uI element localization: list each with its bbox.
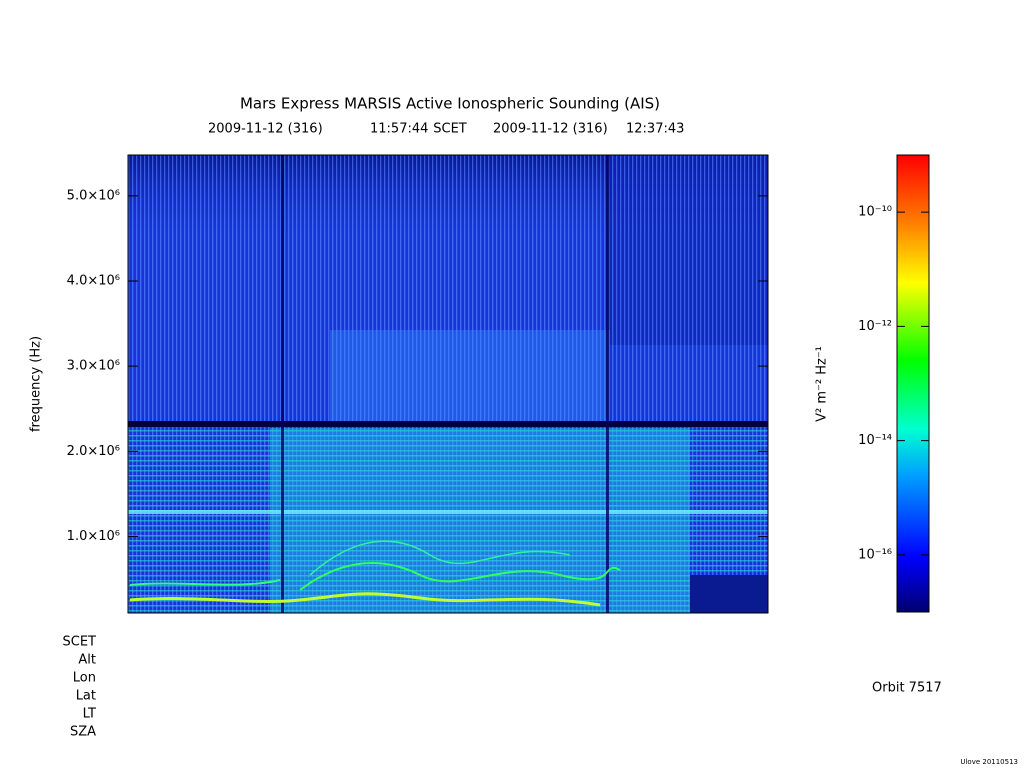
subtitle-frame: SCET [433, 122, 467, 137]
colorbar-tick-label: 10⁻¹⁴ [858, 433, 892, 448]
colorbar-label: V² m⁻² Hz⁻¹ [815, 346, 830, 422]
ephemeris-row-label: Lon [73, 671, 96, 686]
y-tick-label: 3.0×10⁶ [67, 359, 120, 374]
subtitle-end-time: 12:37:43 [626, 122, 684, 137]
y-tick-label: 1.0×10⁶ [67, 529, 120, 544]
subtitle-end-date: 2009-11-12 (316) [493, 122, 608, 137]
ephemeris-row-label: Lat [76, 689, 96, 704]
y-tick-label: 5.0×10⁶ [67, 188, 120, 203]
colorbar-tick-label: 10⁻¹² [858, 319, 892, 334]
chart-title: Mars Express MARSIS Active Ionospheric S… [240, 95, 660, 113]
y-tick-label: 4.0×10⁶ [67, 273, 120, 288]
orbit-label: Orbit 7517 [872, 681, 942, 696]
ephemeris-row-label: Alt [78, 653, 96, 668]
ephemeris-header: SCET [63, 635, 97, 650]
ephemeris-row-label: LT [83, 707, 96, 722]
colorbar-tick-label: 10⁻¹⁰ [858, 205, 892, 220]
colorbar-tick-label: 10⁻¹⁶ [858, 547, 892, 562]
subtitle-start-time: 11:57:44 [370, 122, 428, 137]
plot-frame [127, 154, 769, 614]
y-axis-label: frequency (Hz) [29, 336, 44, 432]
colorbar [896, 154, 930, 613]
y-tick-label: 2.0×10⁶ [67, 444, 120, 459]
ephemeris-row-label: SZA [70, 725, 96, 740]
credit: Ulove 20110513 [960, 758, 1018, 766]
spectrogram-image [128, 155, 768, 613]
subtitle-start-date: 2009-11-12 (316) [208, 122, 323, 137]
